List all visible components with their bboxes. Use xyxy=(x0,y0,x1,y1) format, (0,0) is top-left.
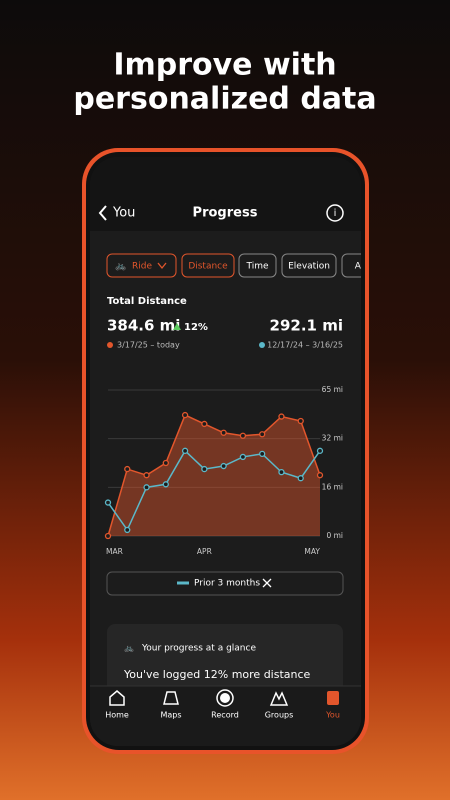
info-icon[interactable] xyxy=(326,204,344,222)
chip-label: Time xyxy=(245,262,268,272)
line xyxy=(107,449,321,532)
point xyxy=(220,462,227,470)
y-tick-label: 65 mi xyxy=(322,385,343,394)
tab-icon xyxy=(163,691,179,705)
area xyxy=(108,415,320,536)
point xyxy=(201,420,208,428)
chip[interactable] xyxy=(341,253,382,278)
card-body: You've logged 12% more distance xyxy=(123,668,311,681)
prior-total: 292.1 mi xyxy=(270,317,343,335)
point xyxy=(124,465,131,473)
point xyxy=(162,459,169,467)
legend-button[interactable] xyxy=(106,571,344,596)
chip[interactable] xyxy=(181,253,235,278)
up-arrow xyxy=(173,323,181,330)
current-range: 3/17/25 – today xyxy=(117,341,180,350)
point xyxy=(201,465,208,473)
back-icon[interactable] xyxy=(98,205,107,221)
point xyxy=(104,499,112,506)
nav-title: Progress xyxy=(193,206,258,221)
tab-icon xyxy=(269,691,289,706)
chart: 0 mi 16 mi 32 mi 65 mi MAR APR MAY xyxy=(104,385,343,556)
y-tick-label: 32 mi xyxy=(322,434,343,443)
x-tick-label: APR xyxy=(197,547,212,556)
x-tick-label: MAR xyxy=(106,547,123,556)
x-tick-label: MAY xyxy=(304,547,320,556)
headline: Improve with xyxy=(113,48,336,83)
current-dot xyxy=(107,342,113,348)
back-label[interactable]: You xyxy=(112,206,135,221)
point xyxy=(104,532,112,540)
chip[interactable] xyxy=(238,253,277,278)
info-i[interactable]: i xyxy=(334,208,337,219)
tab-label[interactable]: Home xyxy=(105,711,129,720)
point xyxy=(181,411,189,419)
prior-dot xyxy=(259,342,265,348)
tab-icon xyxy=(220,693,230,703)
legend-close[interactable] xyxy=(262,578,272,588)
point xyxy=(220,429,227,436)
prior-range: 12/17/24 – 3/16/25 xyxy=(267,341,343,350)
line xyxy=(107,414,321,537)
tab-icon xyxy=(327,691,339,705)
chip-label: Distance xyxy=(188,262,228,272)
tab-label[interactable]: Maps xyxy=(160,711,181,720)
chip-label: Elevation xyxy=(288,262,330,272)
current-total: 384.6 mi xyxy=(107,317,180,335)
point xyxy=(278,413,285,420)
card xyxy=(107,624,343,704)
point xyxy=(259,431,266,438)
point xyxy=(259,450,266,458)
point xyxy=(316,447,324,454)
tab-icon xyxy=(216,689,234,707)
point xyxy=(297,475,304,482)
card-title: Your progress at a glance xyxy=(141,644,256,654)
chip[interactable] xyxy=(281,253,337,278)
chip[interactable] xyxy=(106,253,177,278)
point xyxy=(143,484,150,491)
chip-label: Ride xyxy=(132,262,152,272)
y-tick-label: 16 mi xyxy=(322,482,343,491)
chip-label: Act xyxy=(355,262,370,272)
summary-label: Total Distance xyxy=(107,296,187,307)
headline: personalized data xyxy=(73,82,376,117)
point xyxy=(124,526,131,534)
point xyxy=(316,472,324,479)
point xyxy=(181,447,189,454)
nav-bar xyxy=(90,157,361,231)
tab-label[interactable]: Groups xyxy=(265,711,294,720)
tab-label[interactable]: You xyxy=(325,711,340,720)
point xyxy=(239,453,247,461)
point xyxy=(297,417,304,425)
point xyxy=(162,481,169,488)
tab-icon xyxy=(109,690,125,706)
tab-label[interactable]: Record xyxy=(211,711,239,720)
point xyxy=(278,468,285,476)
change: 12% xyxy=(184,322,208,333)
chip-icon: 🚲 xyxy=(115,262,126,272)
y-tick-label: 0 mi xyxy=(326,531,343,540)
legend-label[interactable]: Prior 3 months xyxy=(194,579,260,589)
point xyxy=(239,432,247,439)
point xyxy=(143,472,150,479)
chip-caret xyxy=(157,262,167,270)
app: You Progress i Ride 🚲 Distance Time Elevatio… xyxy=(90,157,382,746)
card-icon: 🚲 xyxy=(124,644,134,653)
